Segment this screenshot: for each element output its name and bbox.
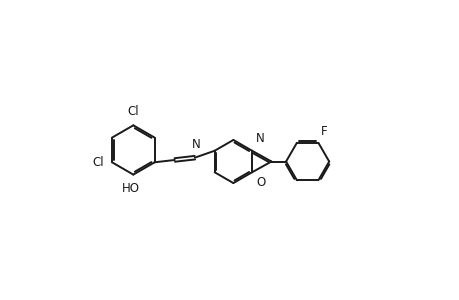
Text: F: F bbox=[320, 125, 327, 138]
Text: Cl: Cl bbox=[92, 156, 104, 169]
Text: N: N bbox=[255, 132, 264, 145]
Text: HO: HO bbox=[122, 182, 140, 195]
Text: O: O bbox=[256, 176, 265, 189]
Text: N: N bbox=[191, 139, 200, 152]
Text: Cl: Cl bbox=[127, 105, 139, 118]
